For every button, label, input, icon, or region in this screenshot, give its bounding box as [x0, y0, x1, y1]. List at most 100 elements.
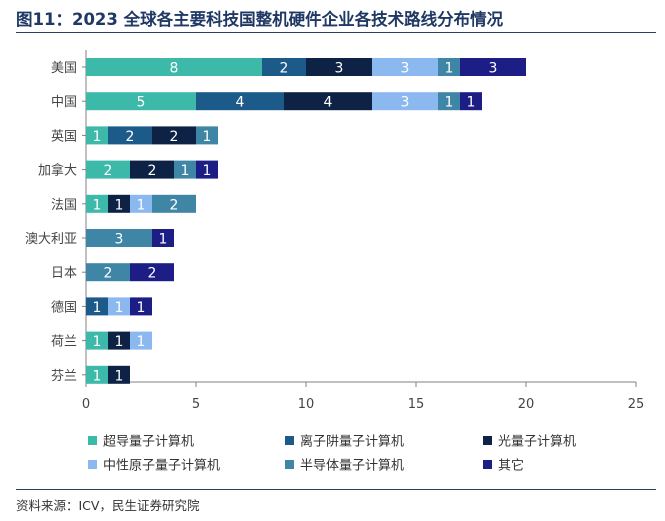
- legend-swatch: [88, 460, 97, 469]
- title-divider: [16, 32, 656, 33]
- bar-value-label: 2: [280, 61, 289, 77]
- legend-swatch: [483, 436, 492, 445]
- bar-value-label: 2: [104, 266, 113, 282]
- category-label: 荷兰: [51, 335, 77, 350]
- category-label: 加拿大: [38, 163, 77, 179]
- category-label: 德国: [51, 300, 77, 315]
- bar-value-label: 1: [159, 232, 168, 248]
- chart-title: 图11：2023 全球各主要科技国整机硬件企业各技术路线分布情况: [16, 10, 504, 29]
- legend-swatch: [483, 460, 492, 469]
- bar-segment: [130, 160, 174, 179]
- bar-value-label: 3: [115, 232, 124, 248]
- bar-segment: [86, 229, 152, 247]
- bar-segment: [130, 263, 174, 282]
- bar-segment: [86, 331, 108, 350]
- bar-value-label: 1: [181, 163, 190, 179]
- bar-value-label: 3: [401, 95, 410, 111]
- bar-segment: [438, 92, 460, 111]
- bar-value-label: 1: [93, 129, 102, 145]
- bar-value-label: 2: [148, 266, 157, 282]
- bar-value-label: 2: [104, 163, 113, 179]
- bar-segment: [108, 365, 130, 384]
- x-tick-label: 5: [192, 397, 200, 412]
- bar-value-label: 1: [93, 334, 102, 350]
- bar-segment: [86, 58, 262, 76]
- category-label: 澳大利亚: [25, 231, 77, 247]
- x-tick-label: 20: [518, 397, 535, 412]
- bar-value-label: 1: [137, 334, 146, 350]
- bar-segment: [108, 297, 130, 316]
- bar-segment: [130, 194, 152, 213]
- legend-label: 其它: [498, 458, 524, 474]
- bar-segment: [108, 194, 130, 213]
- bar-value-label: 4: [324, 95, 333, 111]
- bar-segment: [196, 126, 218, 145]
- category-label: 美国: [51, 61, 77, 76]
- bar-value-label: 8: [170, 61, 179, 77]
- bar-value-label: 2: [170, 197, 179, 213]
- bar-segment: [284, 92, 372, 111]
- bar-segment: [460, 58, 526, 76]
- bar-value-label: 1: [203, 163, 212, 179]
- bar-segment: [438, 58, 460, 76]
- bar-value-label: 1: [115, 368, 124, 384]
- x-tick-label: 15: [408, 397, 425, 412]
- bar-segment: [196, 160, 218, 179]
- category-label: 法国: [51, 198, 77, 213]
- legend-label: 半导体量子计算机: [300, 459, 404, 474]
- legend-label: 光量子计算机: [498, 435, 576, 450]
- bar-value-label: 2: [126, 129, 135, 145]
- bar-segment: [86, 263, 130, 282]
- bar-segment: [152, 126, 196, 145]
- bar-value-label: 1: [467, 95, 476, 111]
- bar-value-label: 1: [115, 197, 124, 213]
- bar-segment: [86, 194, 108, 213]
- x-tick-label: 0: [82, 397, 90, 412]
- bar-segment: [306, 58, 372, 76]
- bar-segment: [460, 92, 482, 111]
- bar-value-label: 5: [137, 95, 146, 111]
- bar-segment: [86, 126, 108, 145]
- bar-segment: [372, 92, 438, 111]
- bar-segment: [108, 126, 152, 145]
- legend-label: 超导量子计算机: [103, 435, 194, 450]
- bar-segment: [174, 160, 196, 179]
- bar-value-label: 1: [115, 300, 124, 316]
- bar-segment: [196, 92, 284, 111]
- legend-label: 离子阱量子计算机: [300, 434, 404, 450]
- bar-value-label: 1: [445, 95, 454, 111]
- bar-segment: [86, 297, 108, 316]
- category-label: 芬兰: [51, 369, 77, 384]
- source-note: 资料来源：ICV，民生证券研究院: [16, 498, 200, 513]
- bar-value-label: 3: [335, 61, 344, 77]
- bar-value-label: 1: [93, 300, 102, 316]
- legend-swatch: [285, 460, 294, 469]
- category-label: 日本: [51, 266, 77, 281]
- bar-segment: [262, 58, 306, 76]
- bar-value-label: 2: [148, 163, 157, 179]
- bar-value-label: 4: [236, 95, 245, 111]
- bar-value-label: 1: [445, 61, 454, 77]
- bar-value-label: 1: [137, 300, 146, 316]
- bar-value-label: 1: [93, 197, 102, 213]
- category-label: 中国: [51, 95, 77, 110]
- x-tick-label: 10: [298, 397, 315, 412]
- bar-value-label: 3: [401, 61, 410, 77]
- bar-value-label: 1: [203, 129, 212, 145]
- bar-segment: [152, 229, 174, 247]
- bar-segment: [372, 58, 438, 76]
- bar-value-label: 2: [170, 129, 179, 145]
- bar-value-label: 1: [93, 368, 102, 384]
- bar-value-label: 3: [489, 61, 498, 77]
- bar-value-label: 1: [137, 197, 146, 213]
- bar-segment: [86, 365, 108, 384]
- legend-swatch: [88, 436, 97, 445]
- legend-label: 中性原子量子计算机: [103, 459, 220, 474]
- bar-segment: [152, 194, 196, 213]
- x-tick-label: 25: [628, 397, 645, 412]
- bar-segment: [108, 331, 130, 350]
- category-label: 英国: [51, 129, 77, 144]
- legend-swatch: [285, 436, 294, 445]
- bar-value-label: 1: [115, 334, 124, 350]
